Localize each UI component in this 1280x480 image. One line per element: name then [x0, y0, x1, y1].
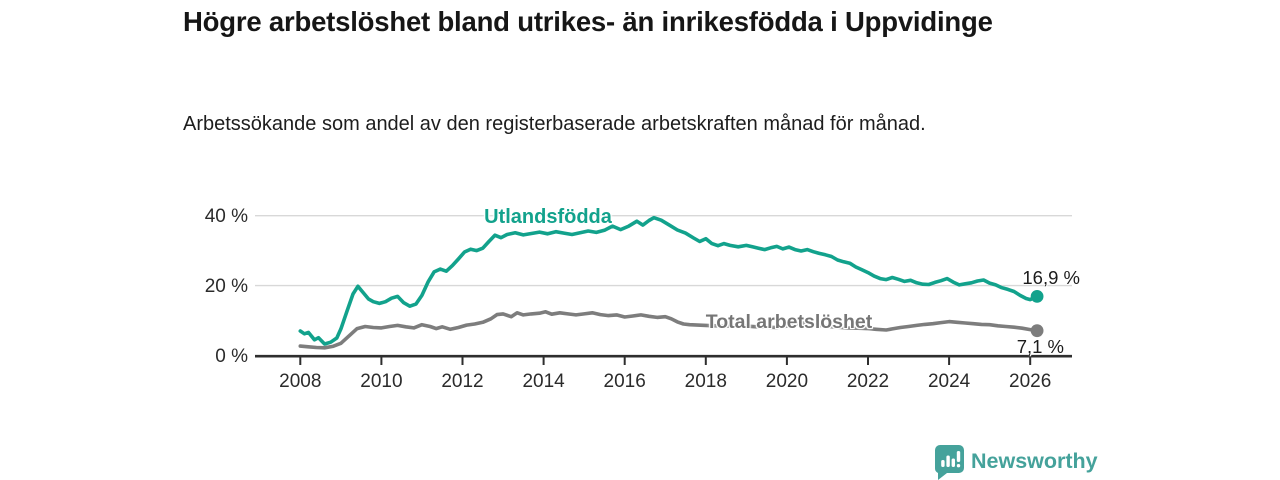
x-tick-label: 2024 — [928, 371, 971, 392]
series-label-total-arbetsloshet: Total arbetslöshet — [705, 311, 873, 333]
end-value-label-total: 7,1 % — [1016, 336, 1064, 357]
x-tick-label: 2008 — [279, 371, 321, 392]
y-tick-label: 40 % — [205, 206, 248, 227]
end-dot-series-1 — [1030, 324, 1044, 338]
newsworthy-logo-icon — [935, 445, 964, 480]
end-dot-series-0 — [1030, 290, 1044, 303]
y-tick-label: 20 % — [205, 276, 248, 297]
page-subtitle: Arbetssökande som andel av den registerb… — [183, 113, 926, 135]
x-tick-label: 2018 — [685, 371, 727, 392]
x-tick-label: 2022 — [847, 371, 889, 392]
series-label-utlandsfodda: Utlandsfödda — [484, 206, 612, 228]
x-tick-label: 2014 — [522, 371, 565, 392]
x-tick-label: 2026 — [1009, 371, 1051, 392]
newsworthy-wordmark: Newsworthy — [971, 449, 1098, 473]
x-tick-label: 2010 — [360, 371, 402, 392]
y-tick-label: 0 % — [215, 346, 248, 367]
end-value-label-utlandsfodda: 16,9 % — [1022, 267, 1080, 288]
x-tick-label: 2012 — [441, 371, 483, 392]
x-tick-label: 2016 — [604, 371, 646, 392]
page-title: Högre arbetslöshet bland utrikes- än inr… — [183, 6, 993, 37]
line-series-1 — [298, 309, 1039, 350]
line-series-0 — [298, 215, 1039, 346]
x-tick-label: 2020 — [766, 371, 808, 392]
newsworthy-logo — [933, 444, 965, 480]
